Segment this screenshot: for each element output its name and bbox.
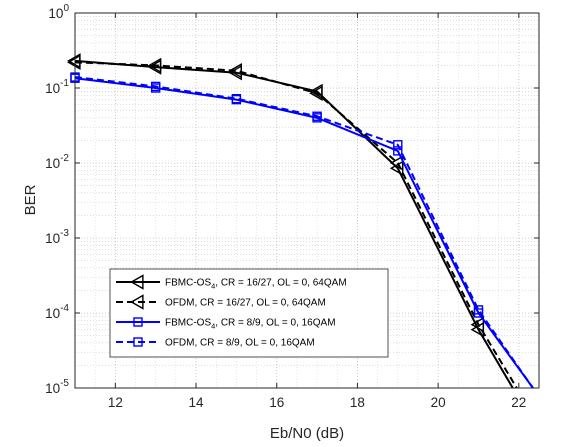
series-line xyxy=(74,61,518,389)
data-point xyxy=(228,63,242,79)
data-point xyxy=(309,85,323,101)
legend-entry-3: FBMC-OS4, CR = 8/9, OL = 0, 16QAM xyxy=(116,317,336,331)
x-tick-label: 14 xyxy=(189,395,205,410)
legend-label-rest: , CR = 8/9, OL = 0, 16QAM xyxy=(215,318,335,329)
data-point xyxy=(393,140,403,150)
legend-label: OFDM, CR = 16/27, OL = 0, 64QAM xyxy=(165,298,326,309)
legend-label-subscript: 4 xyxy=(211,282,215,291)
y-tick-exponent: -4 xyxy=(60,303,69,314)
legend: FBMC-OS4, CR = 16/27, OL = 0, 64QAMOFDM,… xyxy=(109,268,389,358)
legend-label: OFDM, CR = 8/9, OL = 0, 16QAM xyxy=(165,338,315,349)
legend-label-main: FBMC-OS xyxy=(165,318,211,329)
legend-marker xyxy=(133,317,143,327)
legend-label-rest: , CR = 16/27, OL = 0, 64QAM xyxy=(215,278,346,289)
series-4 xyxy=(70,72,534,389)
legend-entry-4: OFDM, CR = 8/9, OL = 0, 16QAM xyxy=(116,337,315,349)
y-tick-label: 10-1 xyxy=(45,78,69,96)
data-point xyxy=(312,111,322,121)
data-point xyxy=(67,54,81,71)
legend-entry-2: OFDM, CR = 16/27, OL = 0, 64QAM xyxy=(116,294,326,310)
legend-label-main: OFDM, CR = 16/27, OL = 0, 64QAM xyxy=(165,298,326,309)
x-tick-label: 16 xyxy=(269,395,284,410)
series-2 xyxy=(67,54,518,389)
data-point xyxy=(470,316,485,333)
x-tick-label: 22 xyxy=(511,395,526,410)
y-tick-base: 10 xyxy=(45,156,60,171)
y-tick-base: 10 xyxy=(48,6,63,21)
x-tick-label: 18 xyxy=(350,395,365,410)
y-tick-label: 10-4 xyxy=(45,303,69,321)
y-tick-label: 10-3 xyxy=(45,228,69,246)
series-line xyxy=(74,76,534,389)
y-tick-base: 10 xyxy=(45,231,60,246)
x-tick-label: 12 xyxy=(108,395,123,410)
series-line xyxy=(74,59,514,389)
y-tick-base: 10 xyxy=(45,81,60,96)
y-tick-label: 10-5 xyxy=(45,378,69,396)
legend-box xyxy=(109,268,389,358)
y-tick-base: 10 xyxy=(45,306,60,321)
y-tick-exponent: -2 xyxy=(60,153,69,164)
x-axis-label: Eb/N0 (dB) xyxy=(270,425,344,442)
legend-label-main: OFDM, CR = 8/9, OL = 0, 16QAM xyxy=(165,338,315,349)
legend-entry-1: FBMC-OS4, CR = 16/27, OL = 0, 64QAM xyxy=(116,274,347,291)
legend-marker xyxy=(133,337,143,347)
data-point xyxy=(147,57,162,74)
series-line xyxy=(74,77,534,389)
y-tick-exponent: 0 xyxy=(63,3,69,14)
y-tick-label: 10-2 xyxy=(45,153,69,171)
y-tick-exponent: -3 xyxy=(60,228,69,239)
x-tick-label: 20 xyxy=(431,395,446,410)
series-lines xyxy=(67,53,534,389)
y-tick-exponent: -5 xyxy=(60,378,69,389)
legend-label: FBMC-OS4, CR = 16/27, OL = 0, 64QAM xyxy=(165,278,347,291)
legend-marker xyxy=(130,274,144,290)
plot-frame xyxy=(74,12,540,389)
legend-marker xyxy=(130,294,144,310)
legend-label-subscript: 4 xyxy=(211,322,215,331)
legend-label: FBMC-OS4, CR = 8/9, OL = 0, 16QAM xyxy=(165,318,336,331)
data-point xyxy=(231,94,242,104)
y-tick-base: 10 xyxy=(45,381,60,396)
data-point xyxy=(473,305,484,315)
y-axis-label: BER xyxy=(22,184,39,215)
legend-label-main: FBMC-OS xyxy=(165,278,211,289)
data-point xyxy=(150,81,161,92)
data-point xyxy=(389,155,404,171)
y-tick-label: 100 xyxy=(48,3,69,21)
y-tick-exponent: -1 xyxy=(60,78,69,89)
